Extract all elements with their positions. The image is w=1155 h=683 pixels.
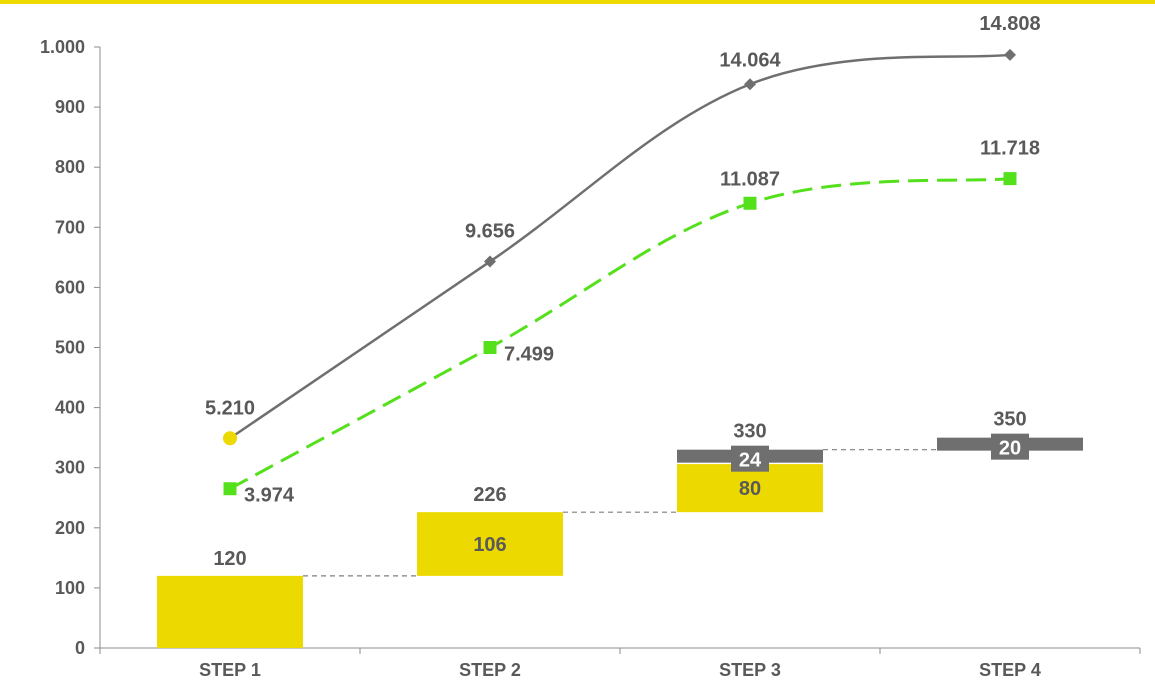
y-tick-label: 500 [55,338,85,358]
y-tick-label: 200 [55,518,85,538]
y-tick-label: 0 [75,638,85,658]
waterfall-bar [417,512,563,576]
y-tick-label: 1.000 [40,37,85,57]
segment-label: 80 [739,478,761,500]
waterfall-bar [157,575,303,648]
y-tick-label: 700 [55,217,85,237]
segment-label-box [991,433,1029,460]
series-data-label: 5.210 [205,397,255,419]
series-point [1004,48,1016,61]
series-line [229,53,1011,440]
total-label: 226 [473,484,506,506]
x-tick-label: STEP 4 [979,660,1041,680]
series-point [484,255,496,268]
series-point [1003,172,1017,186]
y-tick-label: 600 [55,277,85,297]
y-tick-label: 400 [55,398,85,418]
top-accent-bar [0,0,1155,4]
x-tick-label: STEP 3 [719,660,781,680]
segment-label: 24 [739,450,762,472]
series-data-label: 14.808 [979,13,1040,35]
series-point [223,482,237,496]
series-point [743,196,757,210]
y-tick-label: 800 [55,157,85,177]
y-tick-label: 900 [55,97,85,117]
series-data-label: 11.087 [720,168,780,190]
x-tick-label: STEP 2 [459,660,521,680]
y-tick-label: 100 [55,578,85,598]
series-data-label: 7.499 [504,344,554,366]
series-point [223,431,237,446]
series-line [229,177,1011,491]
series-point [744,78,756,91]
y-tick-label: 300 [55,458,85,478]
series-data-label: 11.718 [980,138,1040,160]
series-data-label: 3.974 [244,485,295,507]
waterfall-bar [677,464,823,513]
series-point [483,341,497,354]
segment-label: 106 [473,534,506,556]
series-data-label: 9.656 [465,221,515,243]
series-data-label: 14.064 [719,49,781,71]
total-label: 120 [213,548,246,570]
total-label: 330 [733,421,766,443]
x-tick-label: STEP 1 [199,660,261,680]
total-label: 350 [993,409,1026,431]
segment-label: 20 [999,438,1021,460]
segment-label-box [731,445,769,472]
